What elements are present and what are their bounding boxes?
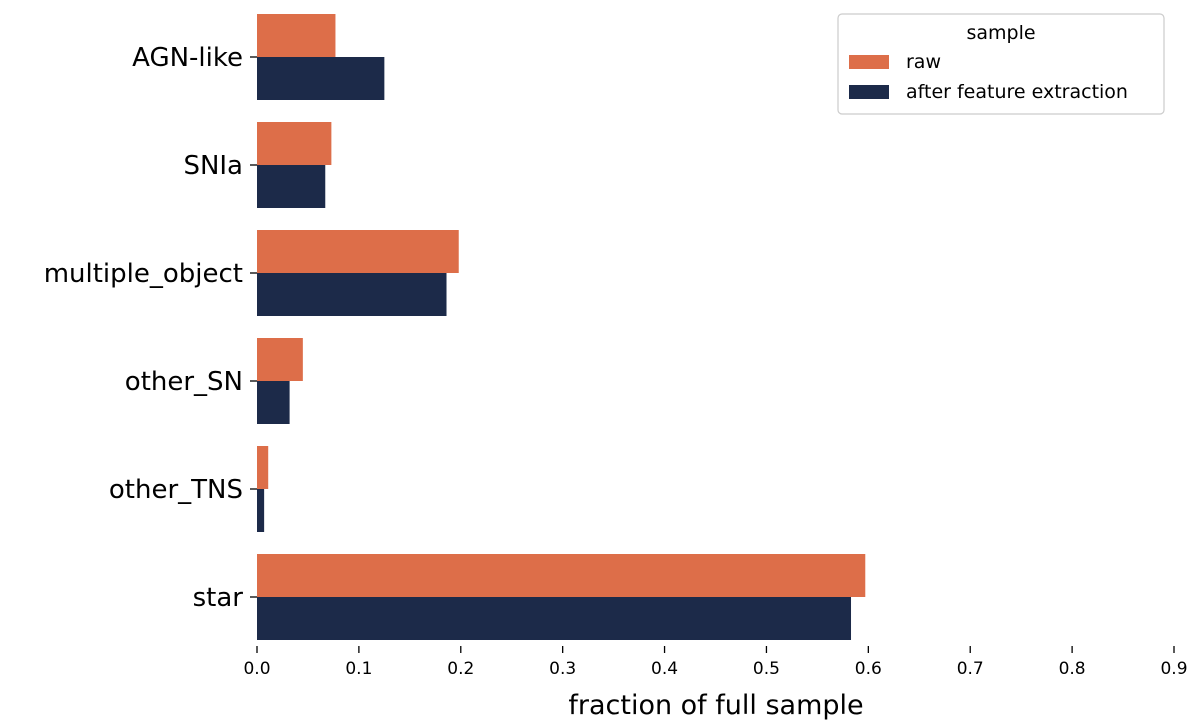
- x-tick-label: 0.8: [1059, 659, 1086, 679]
- legend-title: sample: [966, 22, 1035, 44]
- y-tick-label: other_SN: [125, 367, 243, 397]
- bar-raw-star: [257, 554, 866, 597]
- y-tick-label: other_TNS: [109, 475, 243, 505]
- x-axis: 0.0 0.1 0.2 0.3 0.4 0.5 0.6 0.7 0.8 0.9: [243, 646, 1188, 679]
- legend-label: after feature extraction: [906, 81, 1128, 103]
- x-tick-label: 0.2: [447, 659, 474, 679]
- bar-after-feature-extraction-star: [257, 597, 852, 640]
- legend-frame: [837, 13, 1165, 115]
- x-axis-title: fraction of full sample: [568, 690, 863, 721]
- legend-swatch: [849, 55, 889, 69]
- x-tick-label: 0.1: [345, 659, 372, 679]
- x-tick-label: 0.3: [549, 659, 576, 679]
- x-tick-label: 0.9: [1160, 659, 1187, 679]
- bar-raw-other-sn: [257, 338, 303, 381]
- y-tick-label: star: [193, 583, 244, 613]
- bar-after-feature-extraction-multiple-object: [257, 273, 447, 316]
- bar-after-feature-extraction-agn-like: [257, 57, 385, 100]
- y-tick-label: multiple_object: [44, 259, 243, 289]
- x-tick-label: 0.7: [957, 659, 984, 679]
- bar-after-feature-extraction-snia: [257, 165, 326, 208]
- bar-raw-snia: [257, 122, 332, 165]
- bar-raw-multiple-object: [257, 230, 459, 273]
- bar-after-feature-extraction-other-sn: [257, 381, 290, 424]
- x-tick-label: 0.4: [651, 659, 678, 679]
- bar-raw-agn-like: [257, 14, 336, 57]
- y-tick-label: AGN-like: [132, 43, 243, 73]
- legend-label: raw: [906, 51, 941, 73]
- x-tick-label: 0.6: [855, 659, 882, 679]
- x-tick-label: 0.0: [243, 659, 270, 679]
- y-tick-label: SNIa: [183, 151, 243, 181]
- y-axis: AGN-like SNIa multiple_object other_SNother…: [44, 43, 257, 613]
- legend-items: raw after feature extraction: [849, 51, 1128, 103]
- bar-raw-other-tns: [257, 446, 269, 489]
- bar-after-feature-extraction-other-tns: [257, 489, 265, 532]
- bars-layer: [257, 14, 866, 640]
- x-tick-label: 0.5: [753, 659, 780, 679]
- legend-swatch: [849, 85, 889, 99]
- legend: sample raw after feature extraction: [837, 13, 1165, 115]
